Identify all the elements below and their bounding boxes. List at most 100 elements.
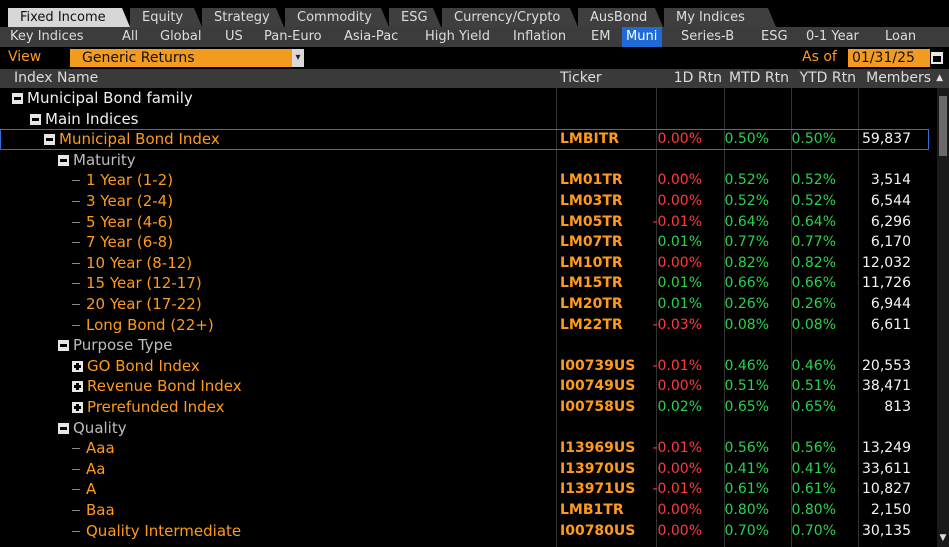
column-header-mtd-rtn[interactable]: MTD Rtn — [729, 70, 789, 86]
table-row[interactable]: Aaa I13969US -0.01% 0.56% 0.56% 13,249 — [0, 438, 929, 459]
subnav-all[interactable]: All — [122, 29, 139, 44]
d1-cell: -0.01% — [652, 440, 702, 457]
table-row[interactable]: Quality Intermediate I00780US 0.00% 0.70% 0.… — [0, 521, 929, 542]
d1-cell: -0.01% — [652, 481, 702, 498]
mtd-cell: 0.61% — [724, 481, 769, 498]
table-row[interactable]: 15 Year (12-17) LM15TR 0.01% 0.66% 0.66% 11,7… — [0, 273, 929, 294]
index-tree-table: Municipal Bond family Main Indices Municip… — [0, 88, 929, 547]
expand-icon[interactable] — [72, 381, 83, 393]
table-row[interactable]: Main Indices — [0, 109, 929, 130]
ticker-cell[interactable]: LM05TR — [560, 213, 623, 230]
collapse-icon[interactable] — [58, 340, 69, 352]
sort-ascending-icon[interactable]: ▲ — [936, 73, 943, 83]
ticker-cell[interactable]: I00739US — [560, 357, 636, 374]
ticker-cell[interactable]: LM15TR — [560, 275, 623, 292]
subnav-muni[interactable]: Muni — [622, 27, 662, 47]
collapse-icon[interactable] — [12, 93, 23, 104]
subnav-loan[interactable]: Loan — [885, 29, 917, 44]
table-row[interactable]: Aa I13970US 0.00% 0.41% 0.41% 33,611 — [0, 459, 929, 480]
collapse-icon[interactable] — [30, 113, 41, 125]
calendar-icon[interactable] — [931, 52, 943, 64]
table-row[interactable]: 3 Year (2-4) LM03TR 0.00% 0.52% 0.52% 6,544 — [0, 191, 929, 212]
d1-cell: 0.02% — [657, 399, 702, 415]
ticker-cell[interactable]: I13969US — [560, 440, 636, 457]
scrollbar-thumb[interactable] — [939, 96, 947, 156]
expand-icon[interactable] — [72, 402, 83, 413]
table-header: Index Name Ticker 1D Rtn MTD Rtn YTD Rtn… — [0, 69, 949, 88]
subnav-key-indices[interactable]: Key Indices — [10, 29, 84, 44]
row-name: GO Bond Index — [72, 356, 200, 377]
tab-currency-crypto[interactable]: Currency/Crypto — [442, 8, 578, 27]
table-row[interactable]: 20 Year (17-22) LM20TR 0.01% 0.26% 0.26% 6,94… — [0, 294, 929, 315]
tree-branch-line — [72, 448, 80, 450]
table-row[interactable]: 5 Year (4-6) LM05TR -0.01% 0.64% 0.64% 6,296 — [0, 212, 929, 233]
table-row[interactable]: 10 Year (8-12) LM10TR 0.00% 0.82% 0.82% 12,03… — [0, 253, 929, 274]
ticker-cell[interactable]: LM01TR — [560, 172, 623, 189]
column-header-ytd-rtn[interactable]: YTD Rtn — [799, 70, 856, 86]
collapse-icon[interactable] — [44, 134, 55, 146]
table-row[interactable]: Purpose Type — [0, 335, 929, 356]
ticker-cell[interactable]: I00749US — [560, 378, 636, 395]
tree-branch-line — [72, 262, 80, 264]
tab-strategy[interactable]: Strategy — [202, 8, 284, 27]
table-row[interactable]: Prerefunded Index I00758US 0.02% 0.65% 0.65%… — [0, 397, 929, 418]
table-row[interactable]: Revenue Bond Index I00749US 0.00% 0.51% 0.51… — [0, 376, 929, 397]
collapse-icon[interactable] — [58, 154, 69, 166]
subnav-series-b[interactable]: Series-B — [681, 29, 735, 44]
d1-cell: 0.00% — [657, 193, 702, 209]
tab-commodity[interactable]: Commodity — [285, 8, 389, 27]
column-header-index-name[interactable]: Index Name — [14, 70, 99, 86]
column-divider — [724, 88, 725, 547]
row-label: 15 Year (12-17) — [86, 274, 202, 293]
scroll-down-arrow-icon[interactable]: ▼ — [939, 533, 947, 543]
table-row[interactable]: Baa LMB1TR 0.00% 0.80% 0.80% 2,150 — [0, 500, 929, 521]
table-row[interactable]: Municipal Bond Index LMBITR 0.00% 0.50% 0.50… — [0, 129, 929, 150]
collapse-icon[interactable] — [58, 422, 69, 434]
row-name: Quality — [58, 418, 127, 439]
ticker-cell[interactable]: LM20TR — [560, 296, 623, 312]
subnav-esg[interactable]: ESG — [761, 29, 788, 44]
view-select[interactable]: Generic Returns — [70, 49, 304, 67]
ticker-cell[interactable]: LM07TR — [560, 234, 623, 251]
subnav-pan-euro[interactable]: Pan-Euro — [264, 29, 322, 44]
subnav-0-1-year[interactable]: 0-1 Year — [806, 29, 859, 44]
tab-equity[interactable]: Equity — [130, 8, 202, 27]
as-of-date-input[interactable]: 01/31/25 — [848, 49, 930, 67]
subnav-us[interactable]: US — [225, 29, 243, 44]
ticker-cell[interactable]: LM22TR — [560, 316, 623, 333]
ticker-cell[interactable]: LM03TR — [560, 193, 623, 209]
table-row[interactable]: 1 Year (1-2) LM01TR 0.00% 0.52% 0.52% 3,514 — [0, 170, 929, 191]
ticker-cell[interactable]: I00758US — [560, 399, 636, 415]
table-row[interactable]: A I13971US -0.01% 0.61% 0.61% 10,827 — [0, 479, 929, 500]
table-row[interactable]: Long Bond (22+) LM22TR -0.03% 0.08% 0.08% 6,6… — [0, 315, 929, 336]
table-row[interactable]: GO Bond Index I00739US -0.01% 0.46% 0.46% 20,… — [0, 356, 929, 377]
column-header-1d-rtn[interactable]: 1D Rtn — [673, 70, 722, 86]
ticker-cell[interactable]: LM10TR — [560, 254, 623, 271]
tab-fixed-income[interactable]: Fixed Income — [8, 8, 130, 27]
expand-icon[interactable] — [72, 360, 83, 372]
ytd-cell: 0.46% — [791, 357, 836, 374]
subnav-global[interactable]: Global — [160, 29, 202, 44]
tab-ausbond[interactable]: AusBond — [578, 8, 663, 27]
ticker-cell[interactable]: I13971US — [560, 481, 636, 498]
row-label: Revenue Bond Index — [87, 377, 242, 396]
subnav-em[interactable]: EM — [591, 29, 611, 44]
d1-cell: 0.00% — [657, 131, 702, 148]
table-row[interactable]: Quality — [0, 418, 929, 439]
table-row[interactable]: Maturity — [0, 150, 929, 171]
subnav-inflation[interactable]: Inflation — [513, 29, 567, 44]
table-row[interactable]: 7 Year (6-8) LM07TR 0.01% 0.77% 0.77% 6,170 — [0, 232, 929, 253]
subnav-high-yield[interactable]: High Yield — [425, 29, 490, 44]
ticker-cell[interactable]: I13970US — [560, 460, 636, 477]
ticker-cell[interactable]: I00780US — [560, 522, 636, 539]
ticker-cell[interactable]: LMBITR — [560, 131, 620, 148]
column-header-ticker[interactable]: Ticker — [560, 70, 602, 86]
ticker-cell[interactable]: LMB1TR — [560, 502, 624, 518]
tab-esg[interactable]: ESG — [389, 8, 441, 27]
dropdown-caret-icon[interactable]: ▾ — [292, 49, 304, 67]
subnav-asia-pac[interactable]: Asia-Pac — [344, 29, 399, 44]
tab-my-indices[interactable]: My Indices — [664, 8, 776, 27]
vertical-scrollbar[interactable]: ▼ — [937, 88, 949, 547]
column-header-members[interactable]: Members — [866, 70, 931, 86]
table-row[interactable]: Municipal Bond family — [0, 88, 929, 109]
